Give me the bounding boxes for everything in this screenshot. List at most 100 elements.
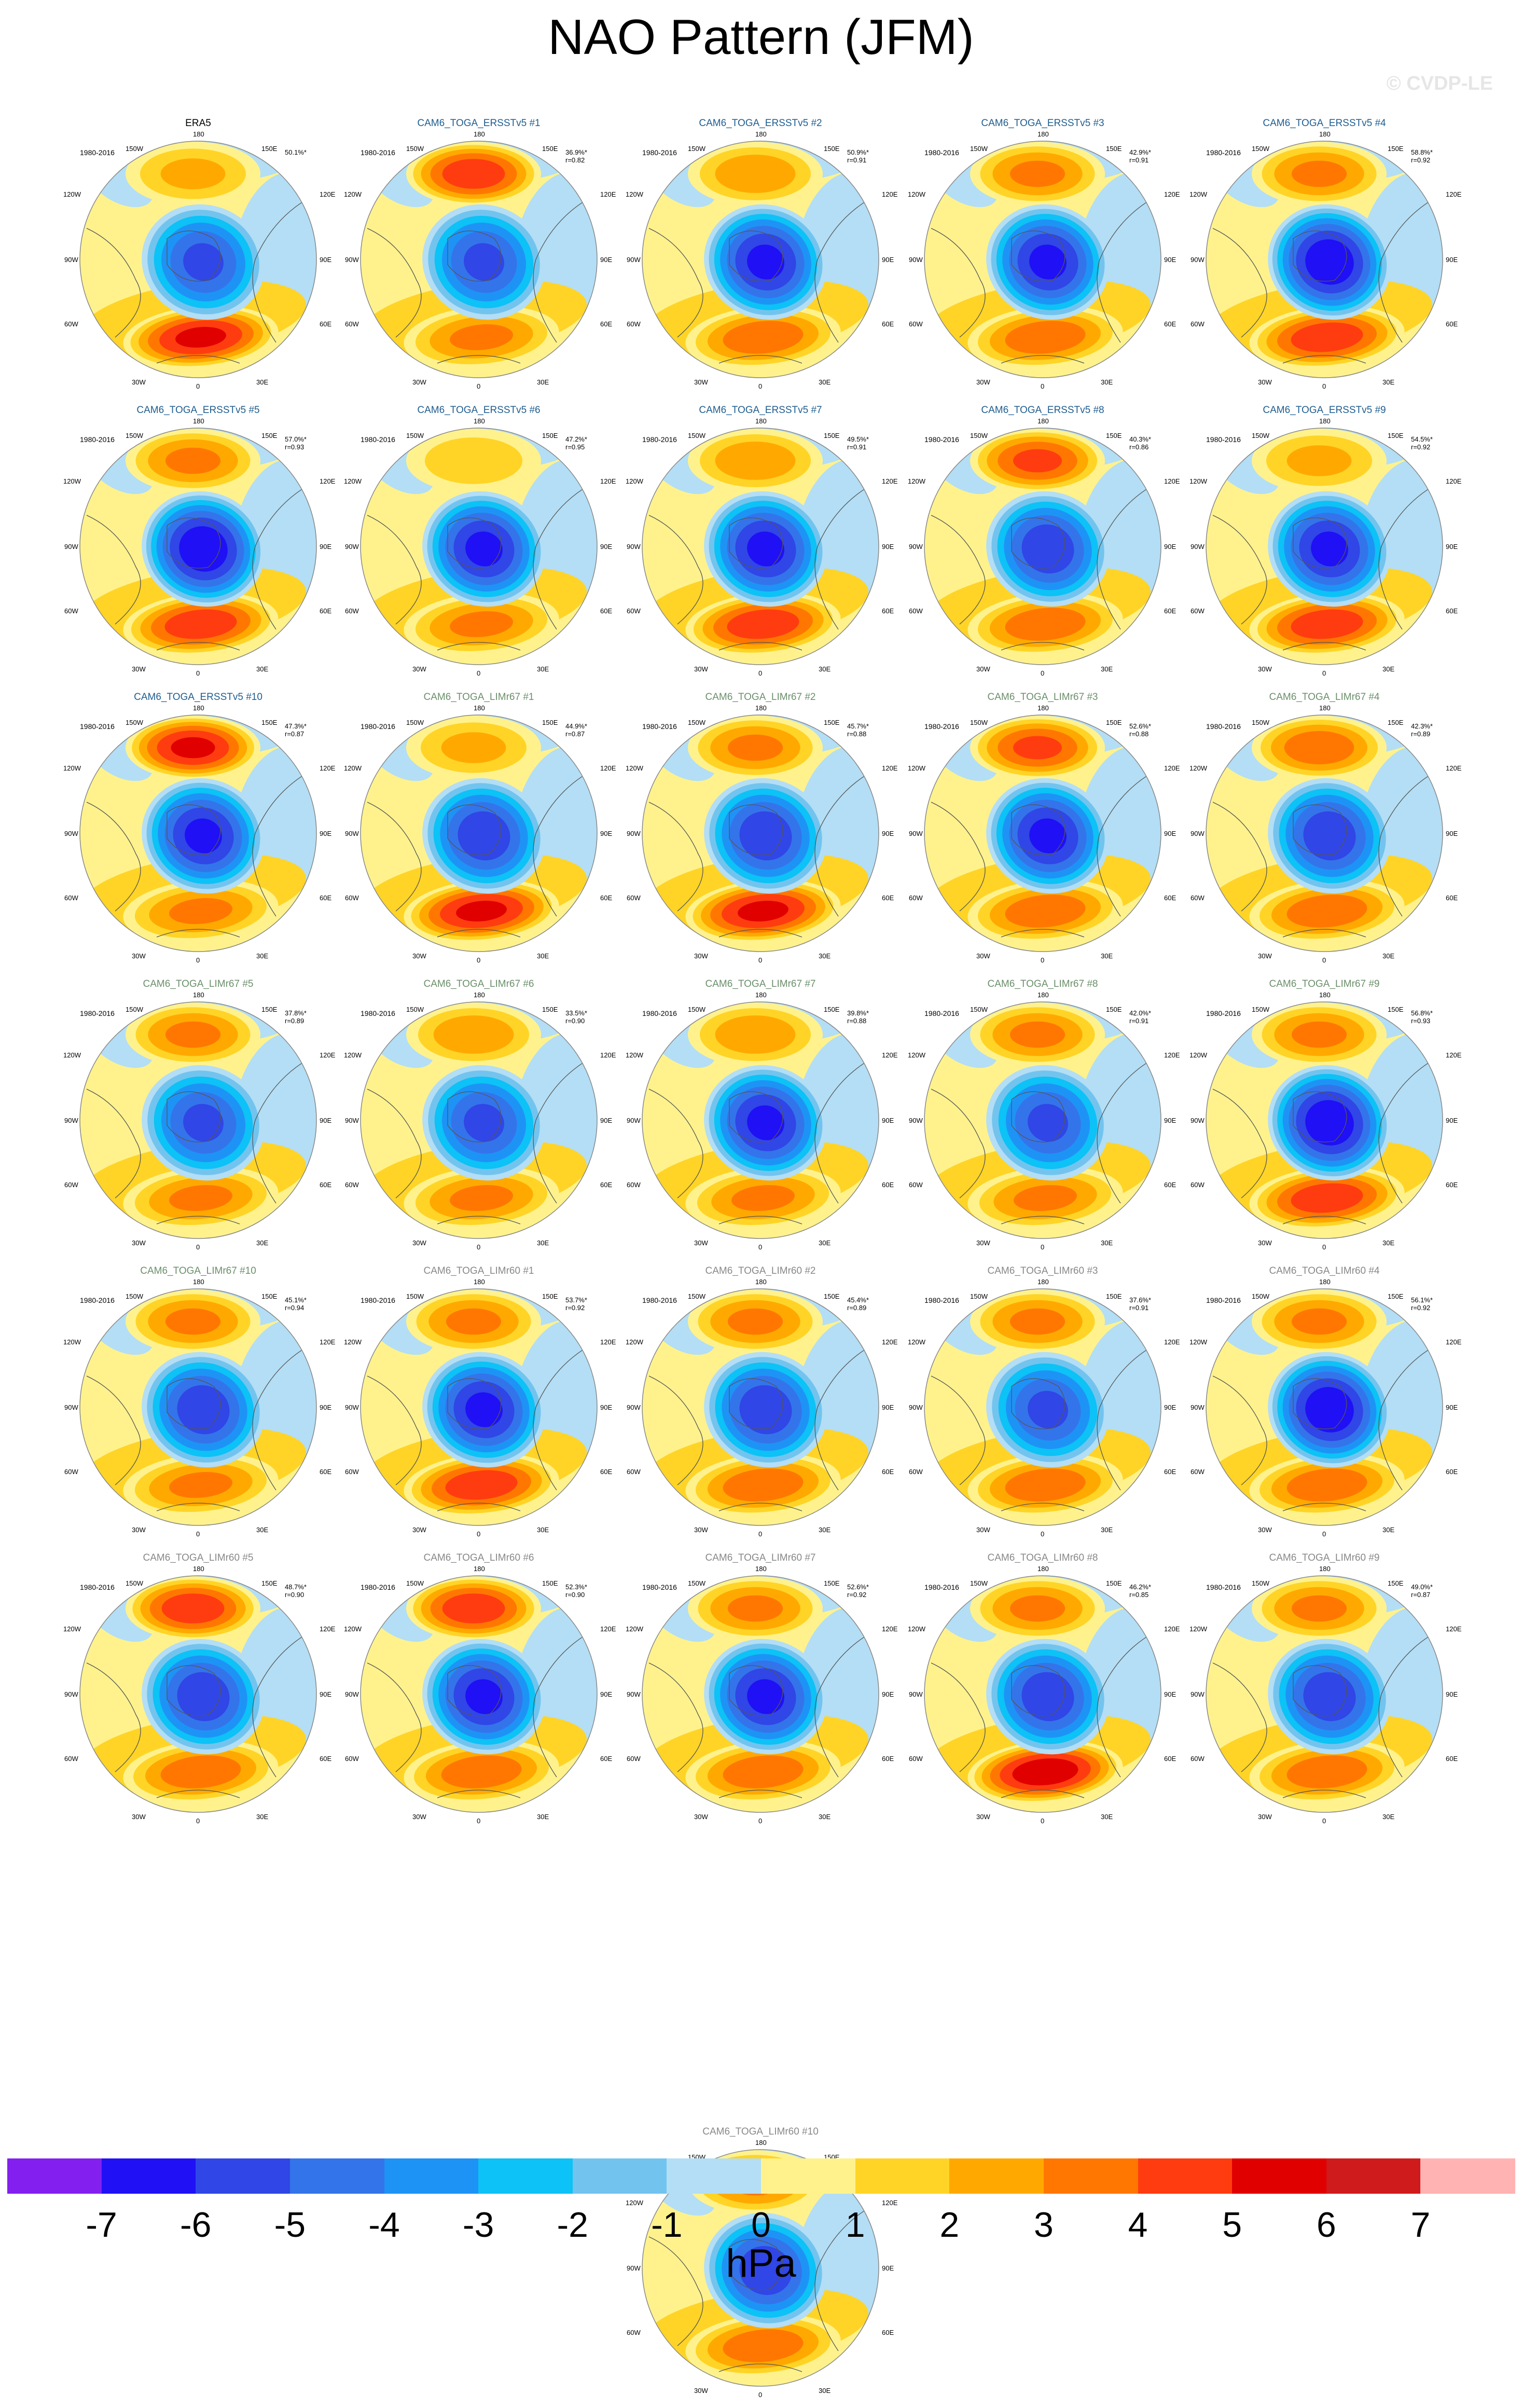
positive-anomaly-contour (723, 321, 804, 354)
map-boundary (924, 714, 1161, 952)
longitude-label: 150W (688, 719, 705, 726)
longitude-label: 60E (320, 1468, 332, 1476)
panel-stats: 49.0%* r=0.87 (1411, 1583, 1433, 1599)
coastline (437, 1216, 521, 1224)
longitude-label: 0 (196, 669, 200, 677)
positive-anomaly-contour (1291, 609, 1363, 639)
positive-anomaly-contour (1291, 322, 1363, 352)
longitude-label: 0 (1041, 1530, 1045, 1538)
longitude-label: 180 (474, 1278, 485, 1286)
polar-map (79, 428, 317, 665)
coastline (1011, 1091, 1066, 1143)
longitude-label: 30W (694, 952, 708, 960)
longitude-label: 30E (1101, 1813, 1113, 1821)
coastline (718, 355, 802, 364)
positive-anomaly-contour (442, 159, 505, 189)
longitude-label: 150E (824, 1579, 840, 1587)
longitude-label: 90W (64, 543, 78, 551)
map-boundary (924, 1288, 1161, 1526)
positive-anomaly-contour (1005, 895, 1086, 928)
colorbar-bin (949, 2158, 1044, 2194)
longitude-label: 180 (755, 704, 767, 712)
longitude-label: 90W (64, 1117, 78, 1124)
positive-anomaly-contour (1286, 1755, 1367, 1788)
polar-map (924, 1288, 1161, 1526)
explained-variance: 42.9%* (1129, 148, 1151, 156)
longitude-label: 90E (320, 543, 332, 551)
negative-anomaly-contour (739, 811, 792, 861)
longitude-label: 120E (1164, 1625, 1180, 1633)
negative-anomaly-contour (1303, 1672, 1356, 1722)
coastline (1282, 1790, 1366, 1798)
positive-anomaly-contour (727, 734, 783, 761)
longitude-label: 30W (694, 1813, 708, 1821)
longitude-label: 150E (1388, 719, 1404, 726)
coastline (156, 355, 240, 364)
longitude-label: 150E (824, 1006, 840, 1013)
map-panel: CAM6_TOGA_LIMr67 #1 1980-2016 44.9%* r=0.87… (339, 692, 619, 973)
coastline (648, 228, 703, 338)
longitude-label: 90E (1446, 256, 1458, 264)
colorbar-tick-label: -6 (180, 2205, 212, 2245)
longitude-label: 30W (1258, 665, 1272, 673)
longitude-label: 150E (261, 1292, 278, 1300)
longitude-label: 150E (542, 1006, 558, 1013)
map-panel: CAM6_TOGA_LIMr67 #9 1980-2016 56.8%* r=0.93… (1184, 979, 1464, 1260)
longitude-label: 60W (64, 1755, 78, 1763)
longitude-label: 30W (1258, 1813, 1272, 1821)
colorbar-bin (196, 2158, 290, 2194)
longitude-label: 120W (1189, 1051, 1207, 1059)
longitude-label: 60W (909, 894, 923, 902)
longitude-label: 30E (256, 1239, 269, 1247)
positive-anomaly-contour (433, 1015, 514, 1054)
panel-title: CAM6_TOGA_ERSSTv5 #4 (1263, 118, 1386, 129)
longitude-label: 30E (819, 665, 831, 673)
polar-map (924, 141, 1161, 378)
longitude-label: 60W (64, 607, 78, 615)
longitude-label: 60E (320, 320, 332, 328)
polar-map (1206, 141, 1443, 378)
panel-title: CAM6_TOGA_LIMr60 #10 (702, 2126, 819, 2137)
longitude-label: 0 (758, 2391, 763, 2399)
longitude-label: 150E (542, 1579, 558, 1587)
coastline (1282, 929, 1366, 938)
longitude-label: 30E (537, 665, 549, 673)
longitude-label: 0 (758, 1817, 763, 1825)
panel-years: 1980-2016 (642, 435, 677, 444)
colorbar-bin (855, 2158, 950, 2194)
polar-map (360, 714, 598, 952)
positive-anomaly-contour (441, 732, 506, 763)
polar-map (79, 1288, 317, 1526)
positive-anomaly-contour (442, 1593, 505, 1623)
explained-variance: 45.7%* (847, 722, 869, 730)
explained-variance: 58.8%* (1411, 148, 1433, 156)
coastline (252, 1350, 302, 1491)
map-panel: CAM6_TOGA_ERSSTv5 #6 1980-2016 47.2%* r=0.9… (339, 405, 619, 686)
coastline (1212, 228, 1267, 338)
longitude-label: 150E (1106, 432, 1122, 439)
longitude-label: 90W (1191, 830, 1205, 837)
coastline (437, 929, 521, 938)
colorbar-bin (572, 2158, 668, 2194)
longitude-label: 90W (64, 830, 78, 837)
panel-title: CAM6_TOGA_ERSSTv5 #9 (1263, 405, 1386, 416)
polar-map (924, 1575, 1161, 1813)
panel-title: CAM6_TOGA_LIMr60 #3 (987, 1265, 1098, 1276)
longitude-label: 150E (261, 719, 278, 726)
panel-stats: 42.3%* r=0.89 (1411, 722, 1433, 738)
pattern-correlation: r=0.91 (847, 443, 867, 451)
coastline (1212, 515, 1267, 625)
longitude-label: 30E (1382, 378, 1395, 386)
longitude-label: 120W (626, 477, 643, 485)
positive-anomaly-contour (738, 901, 788, 921)
coastline (167, 517, 221, 569)
panel-stats: 48.7%* r=0.90 (285, 1583, 307, 1599)
longitude-label: 90W (345, 830, 359, 837)
panel-title: CAM6_TOGA_LIMr67 #9 (1269, 979, 1380, 989)
longitude-label: 150W (406, 145, 424, 153)
coastline (1293, 1378, 1347, 1429)
coastline (718, 929, 802, 938)
longitude-label: 30W (132, 952, 146, 960)
coastline (1293, 517, 1347, 569)
longitude-label: 90W (1191, 1403, 1205, 1411)
